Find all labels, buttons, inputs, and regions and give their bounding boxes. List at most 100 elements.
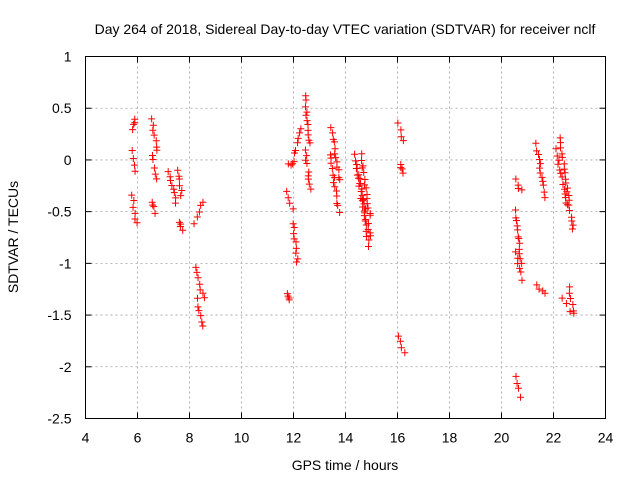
data-point xyxy=(131,215,139,223)
data-point xyxy=(335,166,343,174)
data-point xyxy=(518,276,526,284)
data-point xyxy=(556,144,564,152)
data-point xyxy=(197,312,205,320)
data-point xyxy=(560,165,568,173)
data-point xyxy=(327,124,335,132)
grid-lines xyxy=(85,56,606,419)
data-point xyxy=(199,322,207,330)
data-point xyxy=(568,225,576,233)
data-point xyxy=(301,146,309,154)
data-point xyxy=(190,220,198,228)
x-tick-label: 22 xyxy=(546,430,562,446)
x-tick-label: 6 xyxy=(134,430,142,446)
data-point xyxy=(562,299,570,307)
data-point xyxy=(512,372,520,380)
data-point xyxy=(358,192,366,200)
data-point xyxy=(336,208,344,216)
data-point xyxy=(297,125,305,133)
data-point xyxy=(176,222,184,230)
data-point xyxy=(128,146,136,154)
x-tick-label: 8 xyxy=(186,430,194,446)
y-tick-label: -0.5 xyxy=(47,204,71,220)
data-point xyxy=(172,199,180,207)
data-point xyxy=(292,244,300,252)
data-point xyxy=(303,117,311,125)
data-point xyxy=(152,137,160,145)
data-point xyxy=(130,196,138,204)
data-point xyxy=(193,213,201,221)
data-point xyxy=(329,179,337,187)
data-point xyxy=(394,119,402,127)
data-point xyxy=(565,207,573,215)
data-point xyxy=(304,121,312,129)
data-point xyxy=(515,384,523,392)
x-tick-label: 18 xyxy=(442,430,458,446)
data-point xyxy=(366,211,374,219)
data-point xyxy=(352,165,360,173)
data-point xyxy=(149,201,157,209)
data-point xyxy=(175,218,183,226)
x-tick-label: 24 xyxy=(598,430,614,446)
data-point xyxy=(517,393,525,401)
data-point xyxy=(355,171,363,179)
data-point xyxy=(512,175,520,183)
data-point xyxy=(153,175,161,183)
data-point xyxy=(175,175,183,183)
data-point xyxy=(303,152,311,160)
data-point xyxy=(148,115,156,123)
data-point xyxy=(193,268,201,276)
data-point xyxy=(514,233,522,241)
y-tick-label: 0.5 xyxy=(52,100,72,116)
data-points xyxy=(128,92,578,401)
data-point xyxy=(129,126,137,134)
data-point xyxy=(194,274,202,282)
data-point xyxy=(358,157,366,165)
data-point xyxy=(358,164,366,172)
data-point xyxy=(362,232,370,240)
data-point xyxy=(552,145,560,153)
data-point xyxy=(516,239,524,247)
data-point xyxy=(131,167,139,175)
data-point xyxy=(294,255,302,263)
data-point xyxy=(151,170,159,178)
data-point xyxy=(302,111,310,119)
data-point xyxy=(394,332,402,340)
data-point xyxy=(292,146,300,154)
data-point xyxy=(290,158,298,166)
data-point xyxy=(358,185,366,193)
data-point xyxy=(365,236,373,244)
x-tick-label: 14 xyxy=(338,430,354,446)
data-point xyxy=(569,300,577,308)
data-point xyxy=(399,137,407,145)
data-point xyxy=(399,169,407,177)
data-point xyxy=(568,217,576,225)
y-tick-label: 0 xyxy=(64,152,72,168)
data-point xyxy=(178,187,186,195)
data-point xyxy=(401,349,409,357)
data-point xyxy=(566,308,574,316)
data-point xyxy=(304,131,312,139)
data-point xyxy=(535,151,543,159)
data-point xyxy=(536,156,544,164)
data-point xyxy=(133,219,141,227)
data-point xyxy=(366,232,374,240)
data-point xyxy=(294,134,302,142)
data-point xyxy=(517,268,525,276)
data-point xyxy=(351,150,359,158)
data-point xyxy=(194,303,202,311)
x-tick-label: 16 xyxy=(390,430,406,446)
data-point xyxy=(538,173,546,181)
data-point xyxy=(358,150,366,158)
chart-title: Day 264 of 2018, Sidereal Day-to-day VTE… xyxy=(95,21,596,37)
data-point xyxy=(558,294,566,302)
data-point xyxy=(558,153,566,161)
data-point xyxy=(302,103,310,111)
data-point xyxy=(170,189,178,197)
data-point xyxy=(192,263,200,271)
data-point xyxy=(539,177,547,185)
data-point xyxy=(511,206,519,214)
data-point xyxy=(174,166,182,174)
data-point xyxy=(290,224,298,232)
data-point xyxy=(513,379,521,387)
